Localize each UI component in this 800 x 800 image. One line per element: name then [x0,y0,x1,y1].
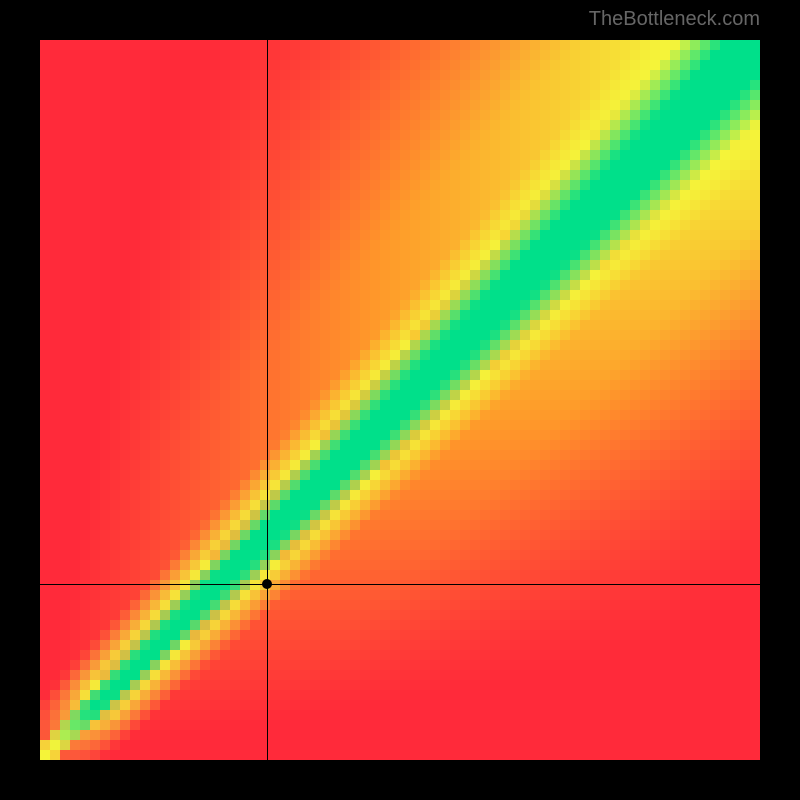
crosshair-vertical [267,40,268,760]
bottleneck-heatmap [40,40,760,760]
heatmap-canvas [40,40,760,760]
crosshair-horizontal [40,584,760,585]
watermark-text: TheBottleneck.com [589,8,760,31]
data-point-marker [262,579,272,589]
